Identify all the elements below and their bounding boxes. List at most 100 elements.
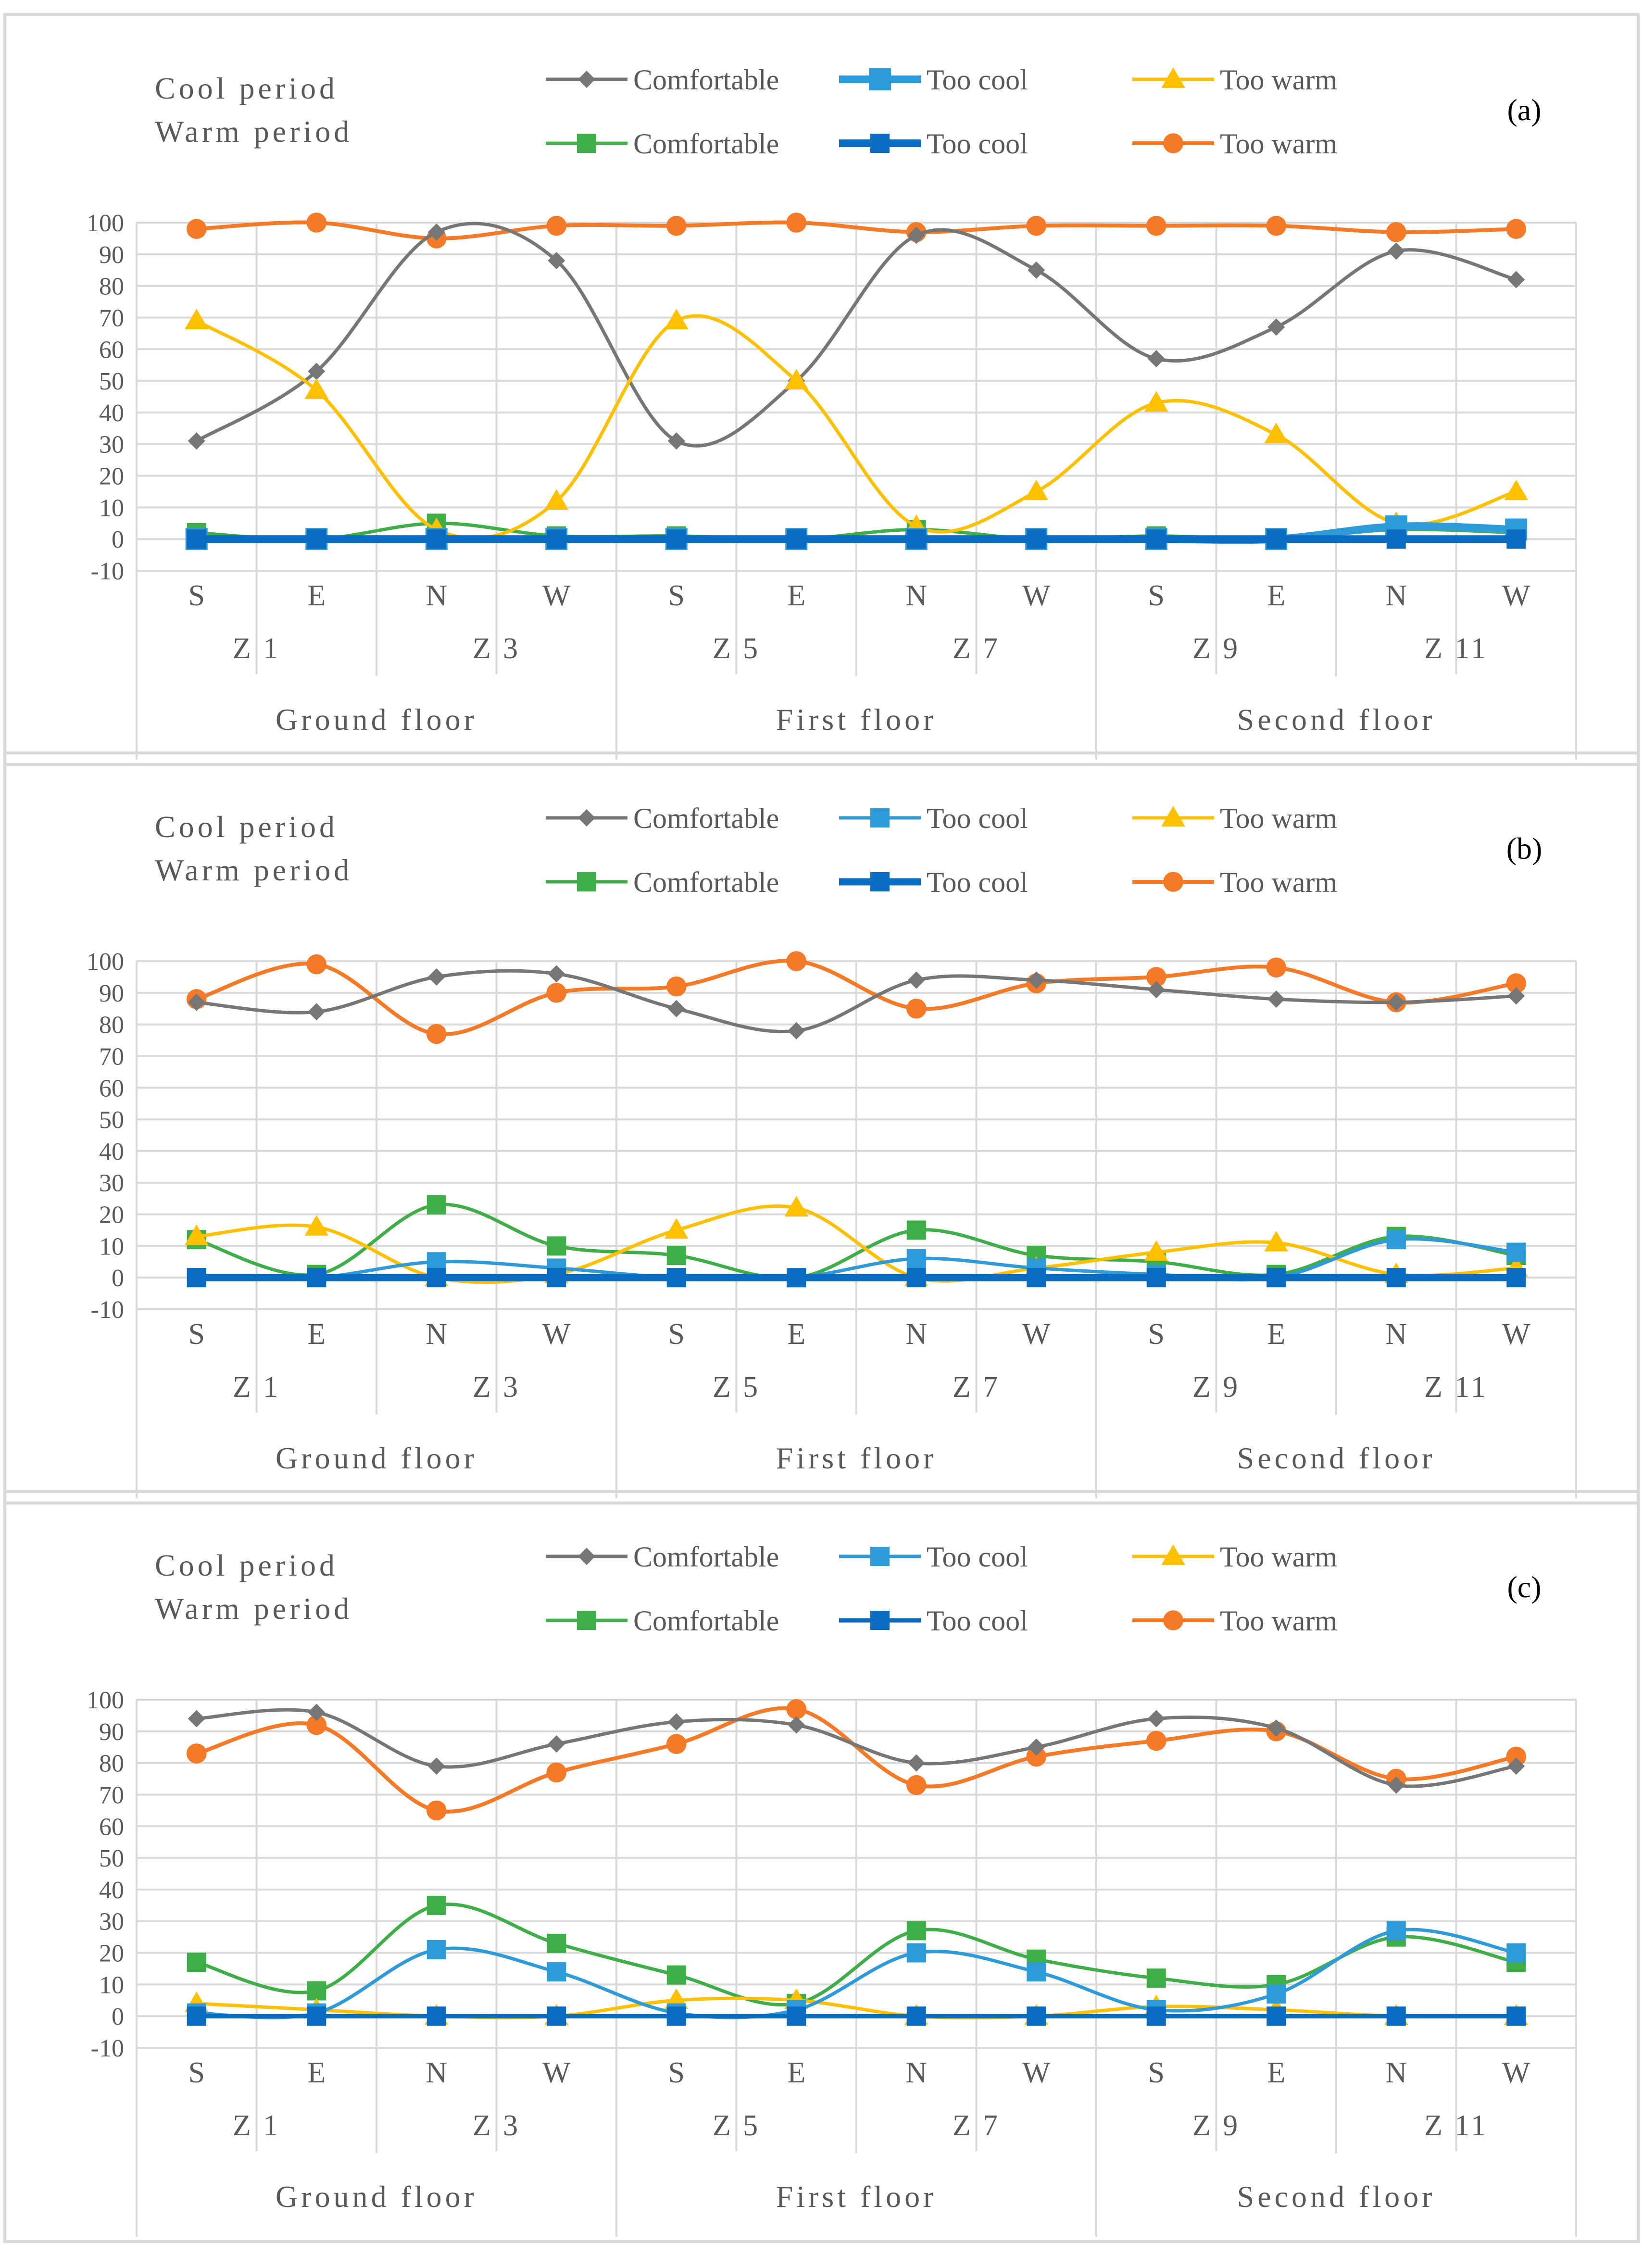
legend-marker bbox=[1163, 133, 1183, 153]
data-point bbox=[666, 1268, 686, 1288]
data-point bbox=[907, 226, 925, 244]
data-point bbox=[304, 1215, 329, 1236]
data-point bbox=[1504, 479, 1529, 501]
zone-label: Z 5 bbox=[713, 2109, 760, 2142]
data-point bbox=[667, 432, 685, 450]
data-point bbox=[1266, 957, 1287, 977]
data-point bbox=[1147, 981, 1165, 999]
series-too-cool-warm bbox=[187, 529, 1526, 549]
data-point bbox=[1506, 529, 1526, 549]
legend-entry-too-cool-cool: Too cool bbox=[839, 802, 1028, 834]
data-point bbox=[1146, 967, 1166, 987]
y-tick-label: 30 bbox=[99, 1170, 124, 1197]
data-point bbox=[1266, 215, 1287, 236]
legend-label: Comfortable bbox=[633, 1605, 779, 1637]
data-point bbox=[786, 1699, 807, 1719]
data-point bbox=[426, 1895, 446, 1915]
zone-label: Z 3 bbox=[473, 1371, 520, 1403]
category-label: W bbox=[1502, 579, 1530, 612]
data-point bbox=[1267, 2006, 1286, 2026]
y-tick-label: 20 bbox=[99, 1202, 124, 1229]
y-tick-label: 90 bbox=[99, 241, 124, 269]
legend-entry-comfortable-warm: Comfortable bbox=[546, 866, 779, 898]
data-point bbox=[664, 1218, 689, 1239]
legend-label: Comfortable bbox=[633, 1541, 779, 1573]
y-tick-label: 80 bbox=[99, 1012, 124, 1039]
legend-marker bbox=[869, 68, 891, 90]
data-point bbox=[1264, 423, 1289, 443]
data-point bbox=[1147, 350, 1165, 368]
legend-marker bbox=[1161, 67, 1185, 88]
data-point bbox=[1024, 479, 1049, 501]
y-tick-label: 0 bbox=[112, 2003, 124, 2030]
chart-panel-3: Cool period Warm period (c) Comfortable Too … bbox=[3, 1490, 1640, 2243]
series-line bbox=[196, 1237, 1517, 1282]
legend-entry-comfortable-cool: Comfortable bbox=[546, 1541, 779, 1573]
y-tick-label: 100 bbox=[87, 1687, 124, 1714]
legend-entry-comfortable-warm: Comfortable bbox=[546, 128, 779, 160]
warm-period-label: Warm period bbox=[155, 1591, 352, 1626]
zone-label: Z 9 bbox=[1192, 2109, 1240, 2142]
data-point bbox=[784, 369, 809, 389]
zone-label: Z 11 bbox=[1424, 632, 1488, 665]
data-point bbox=[186, 219, 207, 239]
data-point bbox=[547, 1236, 566, 1256]
category-label: E bbox=[1267, 579, 1285, 612]
legend-entry-too-warm-warm: Too warm bbox=[1132, 128, 1337, 160]
data-point bbox=[788, 1022, 805, 1040]
data-point bbox=[1507, 271, 1525, 288]
panel-border bbox=[3, 752, 1640, 1504]
chart-panel-2: Cool period Warm period (b) Comfortable Too … bbox=[3, 752, 1640, 1504]
data-point bbox=[1387, 242, 1405, 260]
data-point bbox=[188, 1710, 205, 1728]
y-tick-label: 80 bbox=[99, 273, 124, 301]
y-tick-label: 10 bbox=[99, 1233, 124, 1260]
category-label: S bbox=[188, 2056, 205, 2089]
data-point bbox=[787, 1268, 806, 1288]
data-point bbox=[548, 251, 565, 269]
y-tick-label: 70 bbox=[99, 1781, 124, 1809]
zone-label: Z 11 bbox=[1424, 2109, 1488, 2142]
data-point bbox=[308, 1704, 326, 1721]
data-point bbox=[787, 2006, 806, 2026]
data-point bbox=[667, 1713, 685, 1731]
data-point bbox=[544, 489, 569, 510]
legend-label: Too warm bbox=[1220, 1605, 1337, 1637]
data-point bbox=[906, 2006, 926, 2026]
y-tick-label: -10 bbox=[91, 1296, 124, 1324]
data-point bbox=[666, 1965, 686, 1985]
floor-label: First floor bbox=[776, 1441, 937, 1475]
data-point bbox=[666, 529, 686, 549]
data-point bbox=[1028, 1738, 1045, 1756]
data-point bbox=[787, 529, 806, 549]
category-label: N bbox=[426, 579, 447, 612]
data-point bbox=[1267, 1268, 1286, 1288]
y-tick-label: 90 bbox=[99, 1718, 124, 1746]
data-point bbox=[1267, 990, 1285, 1008]
data-point bbox=[547, 529, 566, 549]
data-point bbox=[426, 1800, 447, 1821]
data-point bbox=[1264, 1230, 1289, 1252]
y-tick-label: 80 bbox=[99, 1750, 124, 1778]
y-tick-label: -10 bbox=[91, 2035, 124, 2062]
data-point bbox=[906, 529, 926, 549]
panel-border bbox=[3, 13, 1640, 766]
legend-entry-too-cool-warm: Too cool bbox=[839, 128, 1028, 160]
category-label: E bbox=[307, 579, 326, 612]
legend-label: Too cool bbox=[927, 866, 1028, 898]
data-point bbox=[788, 1716, 805, 1734]
y-tick-label: 90 bbox=[99, 980, 124, 1007]
data-point bbox=[1146, 1268, 1166, 1288]
data-point bbox=[666, 1734, 687, 1754]
series-line bbox=[196, 959, 1517, 1037]
category-label: E bbox=[1267, 2056, 1285, 2089]
data-point bbox=[666, 215, 687, 236]
legend-label: Comfortable bbox=[633, 64, 779, 96]
y-tick-label: 40 bbox=[99, 400, 124, 427]
data-point bbox=[306, 1715, 327, 1735]
series-line bbox=[196, 1928, 1517, 2019]
zone-label: Z 1 bbox=[233, 2109, 280, 2142]
category-label: N bbox=[1385, 579, 1407, 612]
data-point bbox=[1028, 971, 1045, 989]
data-point bbox=[784, 1196, 809, 1217]
